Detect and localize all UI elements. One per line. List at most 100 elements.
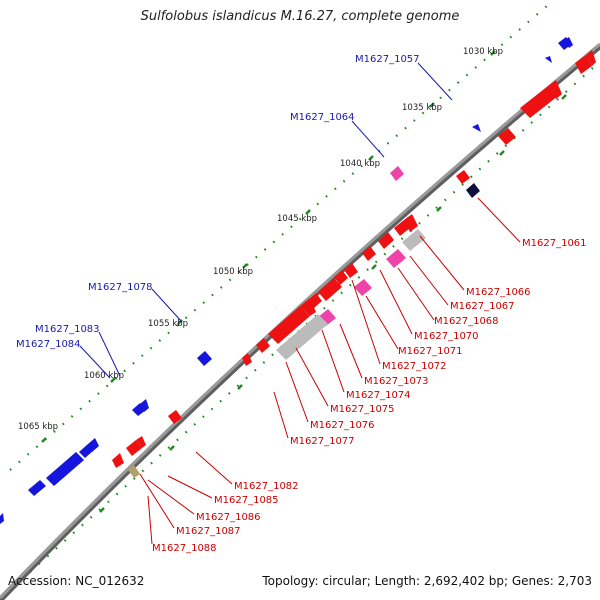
gene-label[interactable]: M1627_1084 [16, 339, 81, 350]
gene-arrow[interactable] [140, 399, 149, 412]
gene-label[interactable]: M1627_1082 [234, 481, 299, 492]
gene-arrow[interactable] [575, 55, 592, 74]
leader-line [339, 323, 363, 379]
special-gene[interactable] [466, 183, 480, 198]
gene-label[interactable]: M1627_1072 [382, 361, 447, 372]
forward-strand-genes [112, 50, 596, 468]
leader-line [151, 288, 183, 323]
leader-line [79, 345, 111, 379]
rna-gene[interactable] [386, 249, 406, 268]
leader-line [147, 495, 153, 545]
major-tick [436, 206, 442, 212]
position-label: 1035 kbp [402, 103, 442, 113]
gene-arrow[interactable] [112, 453, 124, 468]
gene-arrow[interactable] [545, 56, 552, 63]
gene-label[interactable]: M1627_1071 [398, 346, 463, 357]
gene-arrow[interactable] [498, 128, 516, 145]
gene-arrow[interactable] [308, 293, 322, 308]
position-labels: 1030 kbp 1035 kbp 1040 kbp 1045 kbp 1050… [18, 47, 503, 432]
gene-arrow[interactable] [136, 436, 146, 448]
gene-arrow[interactable] [378, 232, 394, 249]
leader-line [295, 347, 329, 407]
major-tick [371, 264, 377, 270]
major-tick [41, 437, 47, 443]
leader-line [417, 62, 453, 101]
pseudo-gene[interactable] [402, 229, 426, 251]
gene-label[interactable]: M1627_1078 [88, 282, 153, 293]
leader-line [409, 255, 449, 306]
gene-arrow[interactable] [197, 351, 212, 366]
gene-arrow[interactable] [362, 246, 376, 261]
gene-label[interactable]: M1627_1064 [290, 112, 355, 123]
gene-label[interactable]: M1627_1070 [414, 331, 479, 342]
reverse-strand-genes [0, 37, 573, 524]
rna-gene[interactable] [390, 166, 404, 181]
rna-gene[interactable] [354, 279, 372, 296]
gene-label[interactable]: M1627_1067 [450, 301, 515, 312]
map-title: Sulfolobus islandicus M.16.27, complete … [140, 9, 460, 24]
gene-arrow[interactable] [344, 263, 358, 278]
gene-arrow[interactable] [334, 270, 348, 285]
leader-line [147, 479, 195, 515]
gene-arrow[interactable] [242, 353, 252, 366]
gene-label[interactable]: M1627_1068 [434, 316, 499, 327]
gene-arrow[interactable] [300, 298, 316, 316]
gene-label[interactable]: M1627_1074 [346, 390, 411, 401]
major-tick [368, 155, 374, 161]
major-tick [110, 377, 116, 383]
gene-label[interactable]: M1627_1076 [310, 420, 375, 431]
gene-arrow[interactable] [586, 50, 596, 66]
gene-arrow[interactable] [565, 37, 573, 48]
gene-arrow[interactable] [28, 480, 46, 496]
gene-arrow[interactable] [168, 410, 182, 424]
gene-label[interactable]: M1627_1085 [214, 495, 279, 506]
gene-arrow[interactable] [520, 86, 558, 118]
leader-line [397, 267, 435, 321]
major-tick [429, 102, 435, 108]
outer-tick-row [9, 4, 549, 471]
major-tick [99, 507, 105, 513]
leader-line [477, 197, 521, 243]
gene-arrow[interactable] [456, 170, 470, 184]
gene-arrow[interactable] [268, 306, 310, 344]
forward-gene-labels: M1627_1061 M1627_1066 M1627_1067 M1627_1… [139, 197, 587, 554]
gene-label[interactable]: M1627_1073 [364, 376, 429, 387]
leader-line [273, 391, 289, 439]
leader-line [195, 451, 233, 485]
position-label: 1060 kbp [84, 371, 124, 381]
gene-label[interactable]: M1627_1077 [290, 436, 355, 447]
gene-label[interactable]: M1627_1075 [330, 404, 395, 415]
gene-label[interactable]: M1627_1061 [522, 238, 587, 249]
leader-line [285, 361, 309, 423]
special-gene[interactable] [128, 465, 140, 478]
gene-arrow[interactable] [126, 440, 142, 456]
reverse-gene-labels: M1627_1057 M1627_1064 M1627_1078 M1627_1… [16, 54, 453, 379]
major-tick [561, 94, 567, 100]
gene-label[interactable]: M1627_1087 [176, 526, 241, 537]
major-tick [499, 150, 505, 156]
leader-line [351, 279, 381, 365]
gene-label[interactable]: M1627_1083 [35, 324, 100, 335]
major-tick [242, 263, 248, 269]
gene-arrow[interactable] [0, 513, 4, 524]
gene-arrow[interactable] [472, 124, 481, 132]
pseudo-gene[interactable] [276, 314, 328, 360]
gene-label[interactable]: M1627_1066 [466, 287, 531, 298]
gene-arrow[interactable] [318, 278, 342, 301]
leader-line [167, 475, 213, 499]
gene-arrow[interactable] [46, 452, 84, 486]
major-tick [490, 50, 496, 56]
position-label: 1040 kbp [340, 159, 380, 169]
gene-arrow[interactable] [256, 338, 270, 353]
position-label: 1055 kbp [148, 319, 188, 329]
gene-label[interactable]: M1627_1086 [196, 512, 261, 523]
leader-line [351, 120, 385, 158]
gene-label[interactable]: M1627_1057 [355, 54, 420, 65]
leader-line [139, 473, 175, 529]
gene-arrow[interactable] [548, 80, 562, 99]
position-label: 1045 kbp [277, 214, 317, 224]
gene-arrow[interactable] [404, 214, 418, 232]
gene-label[interactable]: M1627_1088 [152, 543, 217, 554]
gene-arrow[interactable] [88, 438, 99, 452]
